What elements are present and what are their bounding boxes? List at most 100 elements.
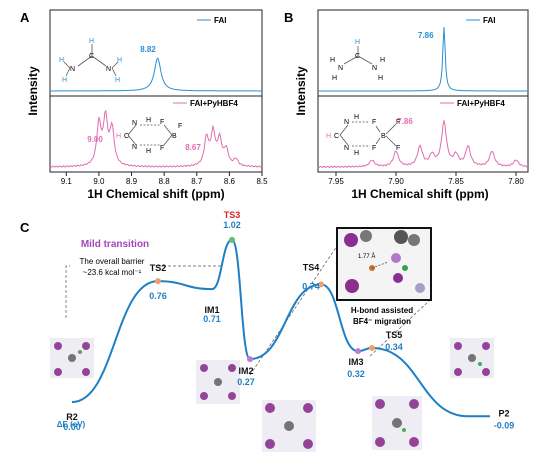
state-energy-ts2: 0.76	[149, 291, 167, 301]
state-energy-ts5: 0.34	[385, 342, 403, 352]
state-energy-ts4: 0.74	[302, 281, 320, 291]
panel-b-peak-fai: 7.86	[418, 31, 434, 40]
state-energy-im3: 0.32	[347, 369, 365, 379]
panel-c: Mild transition The overall barrier ~23.…	[50, 210, 514, 452]
svg-text:H: H	[146, 117, 151, 124]
svg-text:H: H	[326, 133, 331, 140]
svg-text:F: F	[160, 145, 164, 152]
svg-text:F: F	[178, 123, 182, 130]
hbond-label-2: BF4⁻ migration	[353, 317, 411, 326]
svg-text:C: C	[89, 53, 94, 60]
state-energy-p2: -0.09	[494, 420, 515, 430]
panel-a-peak-fai: 8.82	[140, 45, 156, 54]
structure-im3	[372, 396, 422, 450]
state-energy-ts3: 1.02	[223, 220, 241, 230]
state-label-ts4: TS4	[303, 262, 320, 272]
panel-b-peak-mix: 7.86	[397, 117, 413, 126]
svg-text:H: H	[332, 75, 337, 82]
svg-text:H: H	[117, 57, 122, 64]
mild-transition-label: Mild transition	[81, 239, 149, 250]
state-label-ts2: TS2	[150, 263, 167, 273]
structure-im1	[196, 360, 240, 404]
panel-b-xlabel: 1H Chemical shift (ppm)	[351, 187, 488, 201]
state-marker-im2	[247, 356, 253, 363]
panel-a-x-ticks: 9.1 9.0 8.9 8.8 8.7 8.6 8.5	[61, 172, 268, 186]
svg-text:H: H	[116, 133, 121, 140]
state-marker-im3	[355, 348, 361, 355]
delta-e-label: ΔE (eV)	[57, 420, 86, 429]
svg-text:F: F	[396, 119, 400, 126]
svg-text:H: H	[354, 150, 359, 157]
svg-text:H: H	[355, 39, 360, 46]
svg-text:H: H	[354, 114, 359, 121]
x-tick-label: 9.0	[93, 177, 105, 186]
state-energy-im2: 0.27	[237, 377, 255, 387]
panel-b-mix-spectrum	[317, 120, 529, 169]
x-tick-label: 7.80	[508, 177, 524, 186]
svg-text:F: F	[372, 119, 376, 126]
inset-structure: 1.77 Å	[336, 227, 432, 301]
structure-p2	[450, 338, 494, 378]
state-energy-r2: 0.00	[63, 422, 81, 432]
structure-im2	[262, 400, 316, 452]
panel-a-peak-mix-2: 8.67	[185, 143, 201, 152]
svg-text:F: F	[396, 145, 400, 152]
bond-length-label: 1.77 Å	[358, 253, 375, 260]
svg-text:N: N	[70, 66, 75, 73]
svg-text:N: N	[344, 145, 349, 152]
svg-text:H: H	[146, 148, 151, 155]
panel-b-complex-molecule: N N C H H H F F B F F	[326, 114, 400, 157]
panel-b-fai-molecule: N N C H H H H H	[330, 39, 385, 82]
state-label-ts3: TS3	[224, 210, 241, 220]
state-marker-ts2	[155, 278, 161, 285]
state-label-im1: IM1	[204, 305, 219, 315]
state-label-r2: R2	[66, 412, 78, 422]
state-label-im2: IM2	[238, 366, 253, 376]
state-marker-ts3	[229, 236, 235, 243]
panel-a-fai-molecule: N N C H H H H H	[59, 38, 122, 84]
barrier-guide-left	[65, 265, 70, 318]
svg-text:C: C	[355, 53, 360, 60]
panel-a: Intensity 9.1 9.0 8.9 8.8 8.7 8.6 8.5 1H Chemi…	[26, 9, 268, 201]
panel-a-fai-spectrum	[50, 57, 262, 92]
structure-thumbnails	[50, 338, 494, 452]
state-energy-im1: 0.71	[203, 314, 221, 324]
svg-text:H: H	[330, 57, 335, 64]
svg-text:H: H	[115, 77, 120, 84]
barrier-label-2: ~23.6 kcal mol⁻¹	[83, 268, 142, 277]
panel-b: Intensity 7.95 7.90 7.85 7.80 1H Chemical s…	[294, 9, 529, 201]
x-tick-label: 8.6	[224, 177, 236, 186]
svg-text:C: C	[334, 133, 339, 140]
panel-letter-b: B	[284, 10, 293, 25]
svg-text:N: N	[106, 66, 111, 73]
panel-a-complex-molecule: N N C H H H F F B F	[116, 117, 182, 155]
panel-b-legend-fai: FAI	[483, 16, 495, 25]
svg-text:C: C	[124, 133, 129, 140]
x-tick-label: 8.5	[256, 177, 268, 186]
panel-b-x-ticks: 7.95 7.90 7.85 7.80	[328, 172, 524, 186]
panel-a-peak-mix-1: 9.00	[87, 135, 103, 144]
panel-letter-a: A	[20, 10, 30, 25]
barrier-label-1: The overall barrier	[80, 257, 145, 266]
x-tick-label: 7.90	[388, 177, 404, 186]
state-marker-ts5	[369, 344, 375, 351]
state-label-p2: P2	[498, 408, 509, 418]
panel-b-fai-spectrum	[318, 26, 528, 92]
panel-a-xlabel: 1H Chemical shift (ppm)	[87, 187, 224, 201]
svg-text:B: B	[172, 133, 177, 140]
x-tick-label: 8.9	[126, 177, 138, 186]
inset-guide-right	[369, 299, 431, 357]
svg-text:N: N	[344, 119, 349, 126]
panel-a-ylabel: Intensity	[26, 66, 40, 116]
svg-text:N: N	[338, 65, 343, 72]
svg-text:F: F	[372, 145, 376, 152]
structure-r2	[50, 338, 94, 378]
x-tick-label: 9.1	[61, 177, 73, 186]
svg-text:N: N	[372, 65, 377, 72]
svg-text:N: N	[132, 144, 137, 151]
svg-text:H: H	[59, 57, 64, 64]
svg-text:N: N	[132, 120, 137, 127]
panel-letter-c: C	[20, 220, 30, 235]
svg-text:H: H	[62, 77, 67, 84]
